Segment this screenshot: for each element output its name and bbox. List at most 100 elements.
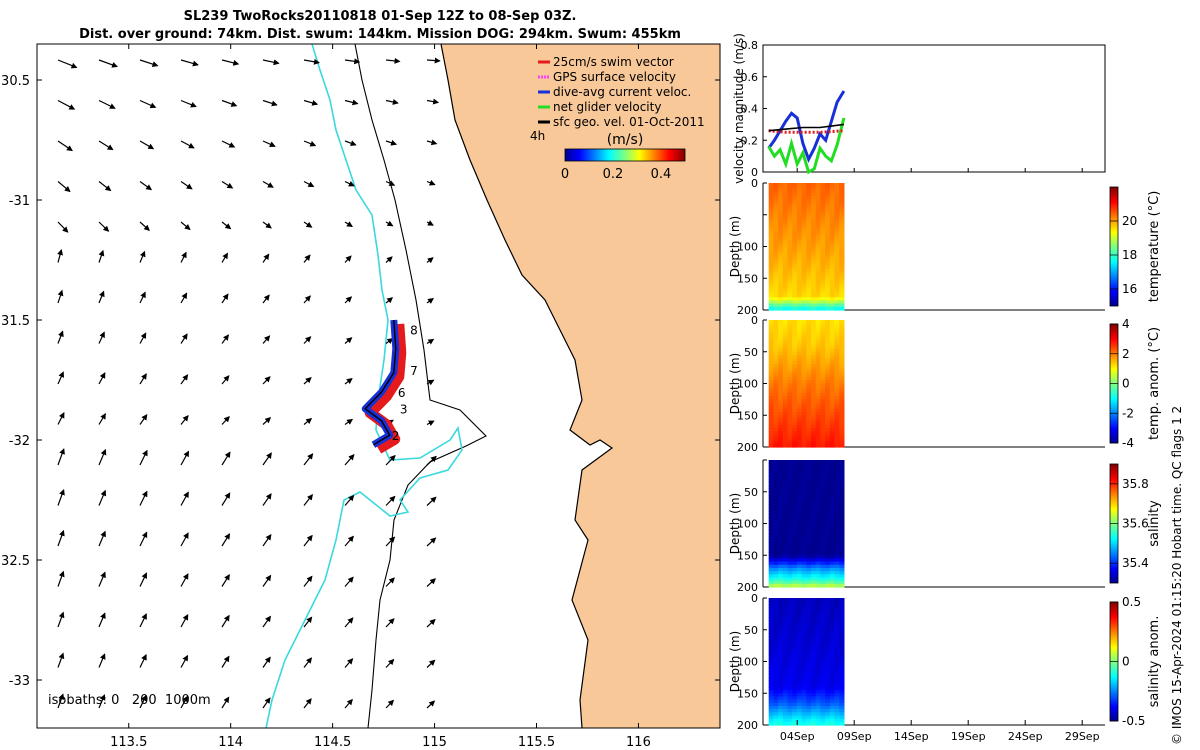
depth-ylabel: Depth (m) [728, 353, 742, 414]
current-vector [262, 697, 271, 709]
velocity-ytick-label: 0.8 [741, 39, 759, 52]
time-tick-label: 29Sep [1065, 730, 1100, 743]
current-vector [385, 180, 396, 186]
current-vector [221, 614, 230, 628]
current-vector [57, 221, 69, 233]
map-ytick-label: 30.5 [1, 74, 30, 89]
colorbar-tick-label: 20 [1122, 214, 1137, 228]
current-vector [262, 376, 271, 385]
current-vector [426, 257, 434, 264]
current-vector [262, 180, 274, 188]
current-vector [57, 412, 65, 425]
velocity-ytick-label: 0.6 [741, 71, 759, 84]
current-vector [344, 180, 355, 187]
current-vector [426, 338, 435, 345]
current-vector [98, 249, 105, 263]
current-vector [98, 140, 114, 151]
current-vector [180, 654, 189, 668]
depth-tick-label: 50 [744, 624, 758, 637]
current-vector [262, 99, 278, 107]
map-xtick-label: 115 [422, 735, 447, 750]
current-vector [139, 99, 157, 109]
current-vector [180, 59, 199, 67]
current-vector [303, 180, 315, 188]
temperature-panel: 0 100 150 200 Depth (m) 16 18 20 temperature (°C… [728, 177, 1162, 317]
current-vector [303, 295, 311, 304]
current-vector [139, 414, 148, 425]
time-tick-label: 14Sep [894, 730, 929, 743]
temperature-heatmap [768, 183, 845, 311]
colorbar-label: salinity anom. [1147, 616, 1162, 708]
current-vector [57, 248, 63, 263]
current-vector [221, 99, 238, 107]
current-vector-field [57, 57, 441, 709]
depth-tick-label: 150 [737, 272, 758, 285]
current-vector [303, 698, 312, 709]
current-vector [303, 99, 319, 106]
colorbar-tick-label: 0.2 [603, 167, 624, 182]
colorbar-tick-label: -2 [1122, 406, 1134, 420]
current-vector [180, 251, 187, 263]
velocity-ylabel: velocity magnitude (m/s) [732, 33, 746, 184]
legend-entry: net glider velocity [553, 100, 661, 114]
current-vector [57, 693, 65, 709]
current-vector [262, 615, 271, 628]
current-vector [180, 181, 193, 190]
colorbar-tick-label: 35.4 [1122, 556, 1149, 570]
current-vector [180, 491, 189, 506]
current-vector [180, 333, 188, 344]
colorbar-tick-label: -0.5 [1122, 714, 1145, 728]
velocity-ytick-label: 0 [751, 166, 758, 179]
day-label: 2 [392, 429, 400, 443]
day-label: 7 [410, 364, 418, 378]
current-vector [262, 574, 272, 587]
depth-tick-label: 0 [751, 592, 758, 605]
colorbar-tick-label: 0 [1122, 655, 1130, 669]
velocity-series-line [767, 117, 846, 175]
depth-ylabel: Depth (m) [728, 216, 742, 277]
current-vector [344, 255, 352, 263]
current-vector [262, 493, 272, 506]
current-vector [180, 532, 189, 547]
current-vector [262, 452, 272, 466]
current-vector [139, 572, 148, 587]
current-vector [426, 420, 435, 426]
colorbar-tick-label: 4 [1122, 317, 1130, 331]
colorbar-tick-label: 35.8 [1122, 477, 1149, 491]
current-vector [344, 658, 354, 668]
current-vector [57, 371, 64, 385]
colorbar-label: temp. anom. (°C) [1147, 327, 1162, 440]
velocity-ytick-label: 0.4 [741, 103, 759, 116]
legend-entry: 25cm/s swim vector [553, 55, 674, 69]
current-vector [139, 449, 148, 466]
current-vector [180, 140, 195, 149]
temp_anom-panel: 0 50 100 150 200 Depth (m) -4 -2 0 2 4 temp. anom. … [728, 314, 1162, 454]
map-ytick-label: 31.5 [1, 314, 30, 329]
map-ytick-label: -33 [9, 674, 30, 689]
current-vector [139, 291, 146, 304]
current-vector [262, 59, 280, 66]
map-xtick-label: 113.5 [110, 735, 147, 750]
current-vector [139, 373, 147, 385]
current-vector [98, 331, 105, 344]
depth-tick-label: 100 [737, 518, 758, 531]
current-vector [57, 59, 78, 69]
current-vector [57, 181, 71, 193]
depth-tick-label: 200 [737, 304, 758, 317]
current-vector [98, 372, 106, 385]
current-vector [180, 573, 189, 587]
colorbar-tick-label: 35.6 [1122, 517, 1149, 531]
current-vector [139, 140, 155, 150]
current-vector [426, 220, 434, 226]
glider-track [361, 319, 407, 454]
salinity-heatmap [768, 460, 845, 588]
current-vector [221, 416, 230, 425]
current-vector [57, 330, 64, 344]
current-vector [344, 418, 354, 425]
current-vector [303, 534, 313, 547]
depth-tick-label: 200 [737, 441, 758, 454]
current-vector [426, 139, 438, 146]
